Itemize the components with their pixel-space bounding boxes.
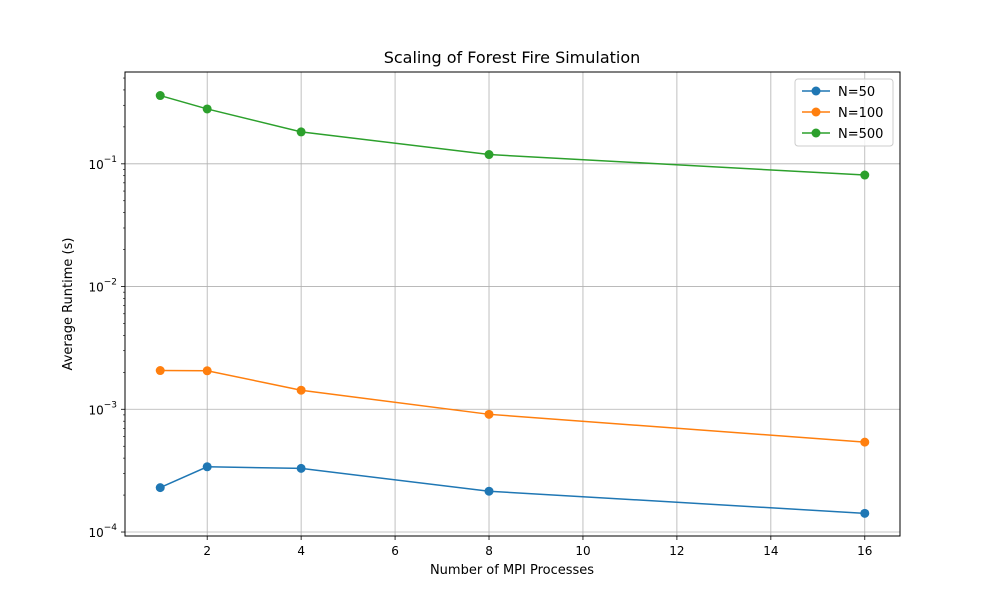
data-point [296, 463, 306, 473]
data-point [860, 437, 870, 447]
y-axis-label: Average Runtime (s) [61, 238, 76, 371]
plot-area-frame [124, 71, 901, 537]
grid [125, 72, 900, 536]
data-point [484, 486, 494, 496]
y-axis-ticks: 10−4 10−3 10−2 10−1 [88, 77, 125, 540]
data-point [296, 127, 306, 137]
x-tick-label: 2 [203, 544, 211, 558]
x-axis-label: Number of MPI Processes [430, 563, 594, 578]
y-tick-label: 10−2 [88, 278, 117, 295]
x-tick-label: 14 [763, 544, 778, 558]
y-tick-label: 10−4 [88, 523, 117, 540]
legend-label: N=500 [838, 127, 883, 142]
data-point [155, 91, 165, 101]
x-tick-label: 6 [391, 544, 399, 558]
x-tick-label: 8 [485, 544, 493, 558]
series-1 [155, 366, 870, 447]
data-point [860, 170, 870, 180]
data-point [155, 366, 165, 376]
data-point [860, 508, 870, 518]
legend-marker [811, 107, 821, 117]
y-tick-label: 10−1 [88, 155, 117, 172]
data-point [202, 104, 212, 114]
x-axis-ticks: 2 4 6 8 10 12 14 16 [203, 536, 872, 558]
series-0 [155, 462, 870, 518]
y-tick-label: 10−3 [88, 400, 117, 417]
data-point [155, 483, 165, 493]
legend-marker [811, 128, 821, 138]
x-tick-label: 4 [297, 544, 305, 558]
data-point [202, 462, 212, 472]
legend-marker [811, 86, 821, 96]
legend: N=50 N=100 N=500 [794, 78, 894, 147]
series-2 [155, 91, 870, 180]
data-point [296, 385, 306, 395]
data-point [484, 150, 494, 160]
legend-entries: N=50 N=100 N=500 [802, 85, 883, 142]
chart-title: Scaling of Forest Fire Simulation [384, 48, 641, 67]
x-tick-label: 12 [669, 544, 684, 558]
legend-label: N=100 [838, 106, 883, 121]
x-tick-label: 10 [575, 544, 590, 558]
legend-frame [794, 78, 894, 147]
data-point [484, 409, 494, 419]
x-tick-label: 16 [857, 544, 872, 558]
legend-label: N=50 [838, 85, 875, 100]
data-point [202, 366, 212, 376]
series-layer [155, 91, 870, 518]
